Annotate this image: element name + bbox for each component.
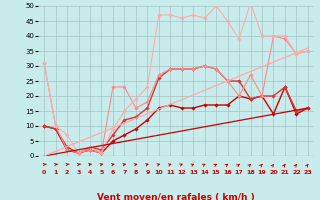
X-axis label: Vent moyen/en rafales ( km/h ): Vent moyen/en rafales ( km/h ): [97, 193, 255, 200]
